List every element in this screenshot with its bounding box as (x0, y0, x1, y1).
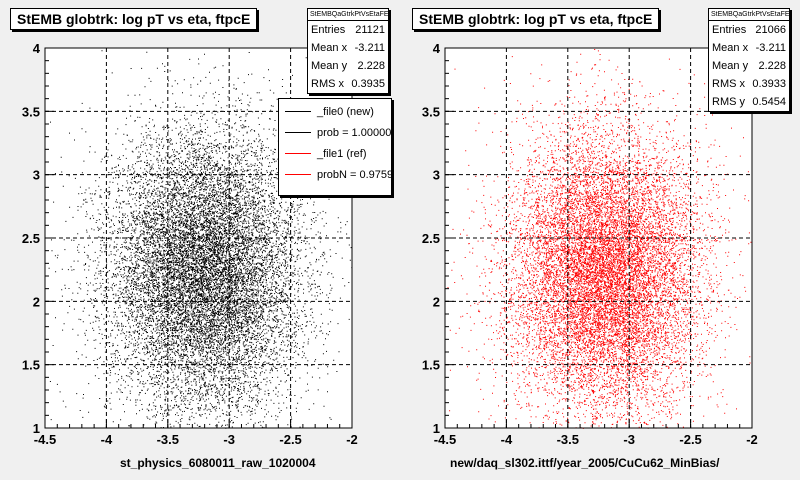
stats-value: -3.211 (354, 42, 385, 54)
y-tick-label: 3 (433, 168, 440, 183)
y-tick-label: 4 (433, 41, 441, 56)
stats-value: 2.228 (758, 60, 786, 72)
y-tick-label: 1.5 (422, 358, 440, 373)
y-tick-label: 1 (33, 421, 40, 436)
right-stats-name: StEMBQaGtrkPtVsEtaFE (709, 9, 789, 21)
stats-value: 0.3935 (351, 78, 385, 90)
stats-value: 21121 (355, 24, 385, 36)
grid-lines (445, 48, 752, 428)
right-plot-title: StEMB globtrk: log pT vs eta, ftpcE (412, 8, 660, 30)
y-tick-label: 2.5 (22, 231, 40, 246)
y-tick-label: 4 (33, 41, 41, 56)
legend-entry: probN = 0.975952 (279, 164, 391, 185)
scatter-point-cloud (48, 50, 353, 429)
y-tick-label: 1 (433, 421, 440, 436)
legend-line-icon (285, 174, 311, 175)
left-plot-title: StEMB globtrk: log pT vs eta, ftpcE (10, 8, 258, 30)
stats-label: RMS y (712, 96, 745, 108)
y-tick-label: 1.5 (22, 358, 40, 373)
scatter-points (48, 50, 353, 429)
left-legend: _file0 (new) prob = 1.000000 _file1 (ref… (278, 98, 392, 196)
x-tick-label: -2.5 (679, 432, 701, 447)
y-tick-label: 2 (33, 294, 40, 309)
x-tick-label: -3.5 (557, 432, 579, 447)
x-tick-label: -3.5 (157, 432, 179, 447)
x-tick-label: -4 (501, 432, 513, 447)
stats-label: Mean y (712, 60, 749, 72)
legend-entry: prob = 1.000000 (279, 122, 391, 143)
left-stats-row: Entries 21121 (308, 21, 388, 39)
legend-line-icon (285, 132, 311, 133)
x-tick-label: -4 (101, 432, 113, 447)
stats-label: RMS x (712, 78, 745, 90)
right-stats-row: Mean x -3.211 (709, 39, 789, 57)
x-tick-label: -3 (223, 432, 235, 447)
x-tick-label: -4.5 (34, 432, 56, 447)
scatter-points (447, 49, 752, 429)
stats-value: -3.211 (755, 42, 786, 54)
stats-label: Mean y (311, 60, 348, 72)
right-stats-row: RMS x 0.3933 (709, 75, 789, 93)
y-tick-label: 3 (33, 168, 40, 183)
legend-entry: _file0 (new) (279, 101, 391, 122)
x-tick-label: -2 (746, 432, 758, 447)
right-stats-row: Mean y 2.228 (709, 57, 789, 75)
legend-label: prob = 1.000000 (317, 126, 392, 139)
left-x-axis-label: st_physics_6080011_raw_1020004 (120, 456, 316, 470)
left-stats-row: Mean y 2.228 (308, 57, 388, 75)
y-tick-label: 2 (433, 294, 440, 309)
axes: -4.5 -4 -3.5 -3 -2.5 -2 1 1.5 2 2.5 3 3.5 4 (422, 41, 758, 447)
y-tick-label: 3.5 (22, 104, 40, 119)
left-stats-row: RMS x 0.3935 (308, 75, 388, 93)
left-stats-name: StEMBQaGtrkPtVsEtaFE (308, 9, 388, 21)
x-tick-label: -2 (346, 432, 358, 447)
legend-label: _file1 (ref) (317, 147, 367, 160)
stats-label: Entries (311, 24, 346, 36)
stats-label: RMS x (311, 78, 344, 90)
left-plot-panel: -4.5 -4 -3.5 -3 -2.5 -2 1 1.5 2 2.5 3 3.5 4 StEMB gl… (0, 0, 400, 480)
scatter-point-cloud (447, 49, 752, 429)
stats-value: 21066 (755, 24, 786, 36)
left-stats-row: Mean x -3.211 (308, 39, 388, 57)
legend-entry: _file1 (ref) (279, 143, 391, 164)
x-tick-label: -4.5 (434, 432, 456, 447)
stats-label: Entries (712, 24, 747, 36)
y-tick-label: 3.5 (422, 104, 440, 119)
right-stats-row: Entries 21066 (709, 21, 789, 39)
axes: -4.5 -4 -3.5 -3 -2.5 -2 1 1.5 2 2.5 3 3.5 4 (22, 41, 358, 447)
right-plot-panel: -4.5 -4 -3.5 -3 -2.5 -2 1 1.5 2 2.5 3 3.5 4 StEMB gl… (400, 0, 800, 480)
right-stats-row: RMS y 0.5454 (709, 93, 789, 111)
right-stats-box: StEMBQaGtrkPtVsEtaFE Entries 21066 Mean x… (708, 8, 790, 112)
right-x-axis-label: new/daq_sl302.ittf/year_2005/CuCu62_MinB… (450, 456, 720, 470)
stats-value: 0.5454 (752, 96, 786, 108)
stats-label: Mean x (712, 42, 749, 54)
legend-label: _file0 (new) (317, 105, 374, 118)
legend-label: probN = 0.975952 (317, 168, 392, 181)
x-tick-label: -3 (623, 432, 635, 447)
y-tick-label: 2.5 (422, 231, 440, 246)
stats-value: 2.228 (357, 60, 385, 72)
left-stats-box: StEMBQaGtrkPtVsEtaFE Entries 21121 Mean x… (307, 8, 389, 94)
right-scatter-plot: -4.5 -4 -3.5 -3 -2.5 -2 1 1.5 2 2.5 3 3.5 4 (422, 41, 758, 447)
stats-label: Mean x (311, 42, 348, 54)
legend-line-icon (285, 153, 311, 154)
stats-value: 0.3933 (752, 78, 786, 90)
legend-line-icon (285, 111, 311, 112)
x-tick-label: -2.5 (279, 432, 301, 447)
